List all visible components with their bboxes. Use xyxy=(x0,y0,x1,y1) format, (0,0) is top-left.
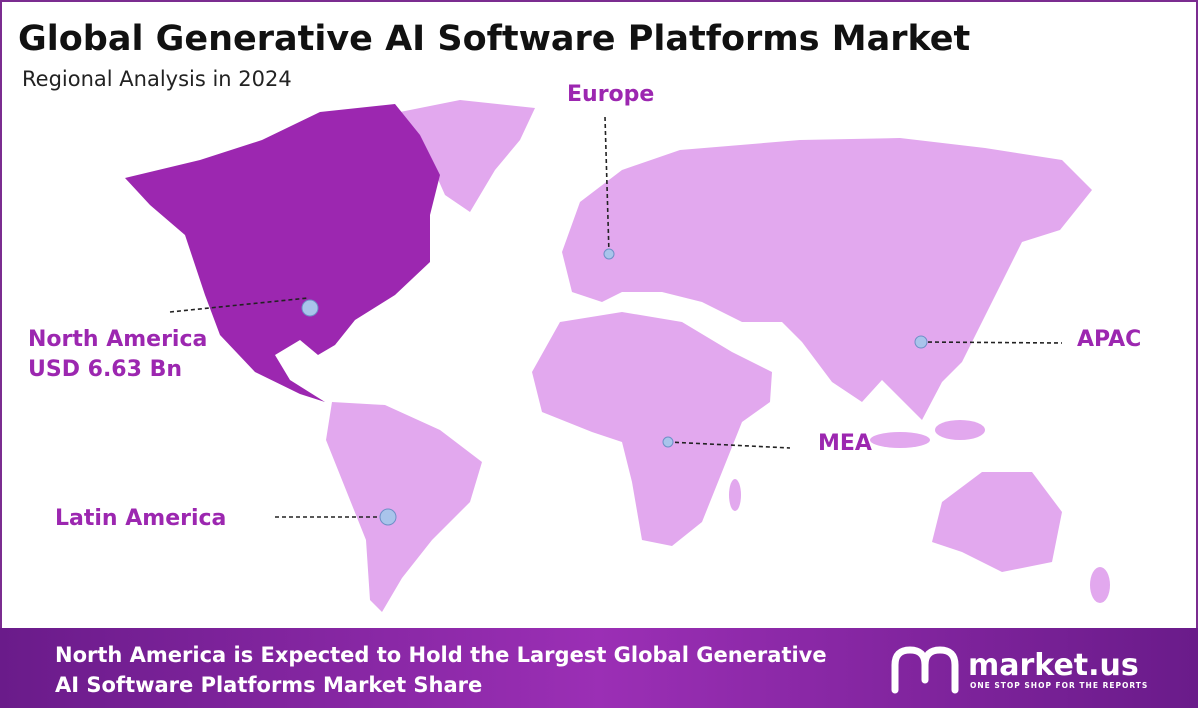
australia xyxy=(932,472,1062,572)
leader-line xyxy=(604,116,610,255)
leader-line xyxy=(169,297,309,313)
subtitle: Regional Analysis in 2024 xyxy=(22,67,292,91)
south-america xyxy=(326,402,482,612)
title: Global Generative AI Software Platforms … xyxy=(18,19,970,59)
region-label: North America xyxy=(28,327,207,352)
island xyxy=(870,432,930,448)
footer-line: North America is Expected to Hold the La… xyxy=(55,643,827,667)
footer-band xyxy=(0,628,1198,708)
eurasia xyxy=(562,138,1092,420)
region-value: USD 6.63 Bn xyxy=(28,357,182,382)
marker xyxy=(603,248,615,260)
island xyxy=(729,479,741,511)
leader-line xyxy=(667,441,791,449)
region-label: Latin America xyxy=(55,506,226,531)
marker xyxy=(662,436,674,448)
logo: market.us ONE STOP SHOP FOR THE REPORTS xyxy=(891,646,1148,694)
marker xyxy=(914,335,928,349)
callouts: Europe North America USD 6.63 Bn APAC ME… xyxy=(28,82,1141,531)
region-label: Europe xyxy=(567,82,654,107)
logo-icon xyxy=(891,646,959,694)
island xyxy=(935,420,985,440)
footer: North America is Expected to Hold the La… xyxy=(0,628,1198,708)
footer-line: AI Software Platforms Market Share xyxy=(55,673,482,697)
logo-tagline: ONE STOP SHOP FOR THE REPORTS xyxy=(970,681,1148,690)
north-america xyxy=(125,104,440,402)
world-map xyxy=(125,100,1110,612)
region-label: MEA xyxy=(818,431,872,456)
logo-name: market.us xyxy=(968,648,1139,683)
marker xyxy=(301,299,319,317)
region-label: APAC xyxy=(1077,327,1141,352)
island xyxy=(1090,567,1110,603)
marker xyxy=(379,508,397,526)
africa xyxy=(532,312,772,546)
greenland xyxy=(400,100,535,212)
leader-line xyxy=(920,341,1063,344)
